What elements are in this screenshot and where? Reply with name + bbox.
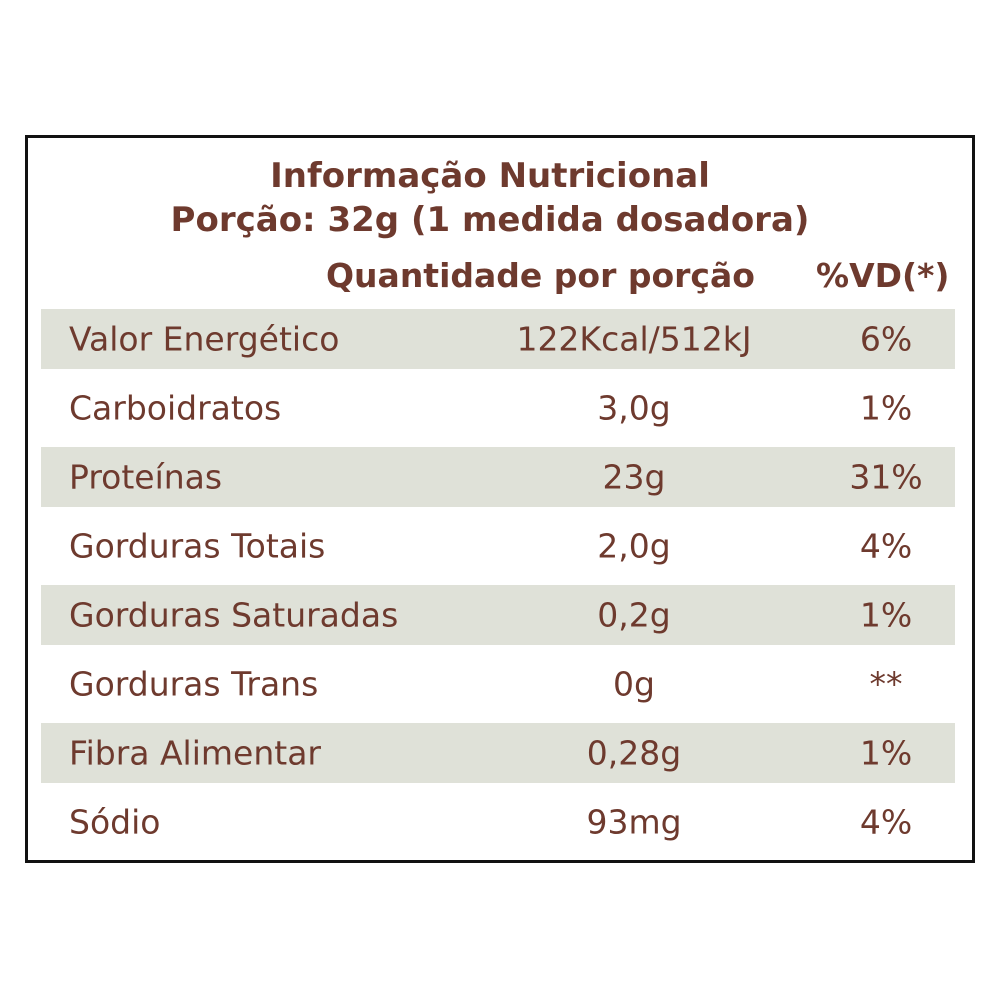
- nutrient-name: Carboidratos: [69, 388, 282, 428]
- nutrient-name: Gorduras Trans: [69, 664, 319, 704]
- nutrient-name: Valor Energético: [69, 319, 340, 359]
- nutrient-dv: 1%: [859, 388, 913, 428]
- table-row: Sódio 93mg 4%: [41, 792, 955, 852]
- nutrient-name: Proteínas: [69, 457, 223, 497]
- nutrient-name: Gorduras Saturadas: [69, 595, 399, 635]
- quantity-header: Quantidade por porção: [326, 256, 755, 295]
- nutrient-dv: 31%: [849, 457, 923, 497]
- table-title: Informação Nutricional: [270, 156, 710, 196]
- nutrient-quantity: 23g: [602, 457, 666, 497]
- nutrient-dv: 1%: [859, 595, 913, 635]
- dv-header: %VD(*): [816, 256, 950, 295]
- nutrient-quantity: 2,0g: [597, 526, 671, 566]
- nutrient-dv: 1%: [859, 733, 913, 773]
- table-row: Carboidratos 3,0g 1%: [41, 378, 955, 438]
- table-row: Valor Energético 122Kcal/512kJ 6%: [41, 309, 955, 369]
- nutrient-quantity: 3,0g: [597, 388, 671, 428]
- nutrient-quantity: 0,2g: [597, 595, 671, 635]
- portion-info: Porção: 32g (1 medida dosadora): [170, 200, 810, 240]
- nutrient-dv: 4%: [859, 802, 913, 842]
- table-row: Gorduras Saturadas 0,2g 1%: [41, 585, 955, 645]
- table-row: Gorduras Totais 2,0g 4%: [41, 516, 955, 576]
- nutrient-quantity: 93mg: [586, 802, 682, 842]
- nutrient-dv: 6%: [859, 319, 913, 359]
- nutrient-dv: **: [869, 664, 903, 704]
- nutrient-name: Gorduras Totais: [69, 526, 326, 566]
- nutrient-quantity: 0,28g: [586, 733, 682, 773]
- nutrient-dv: 4%: [859, 526, 913, 566]
- nutrient-quantity: 122Kcal/512kJ: [516, 319, 752, 359]
- nutrient-quantity: 0g: [613, 664, 655, 704]
- nutrient-name: Fibra Alimentar: [69, 733, 321, 773]
- table-row: Proteínas 23g 31%: [41, 447, 955, 507]
- nutrition-table: Informação Nutricional Porção: 32g (1 me…: [25, 135, 975, 863]
- nutrient-name: Sódio: [69, 802, 161, 842]
- table-row: Gorduras Trans 0g **: [41, 654, 955, 714]
- table-row: Fibra Alimentar 0,28g 1%: [41, 723, 955, 783]
